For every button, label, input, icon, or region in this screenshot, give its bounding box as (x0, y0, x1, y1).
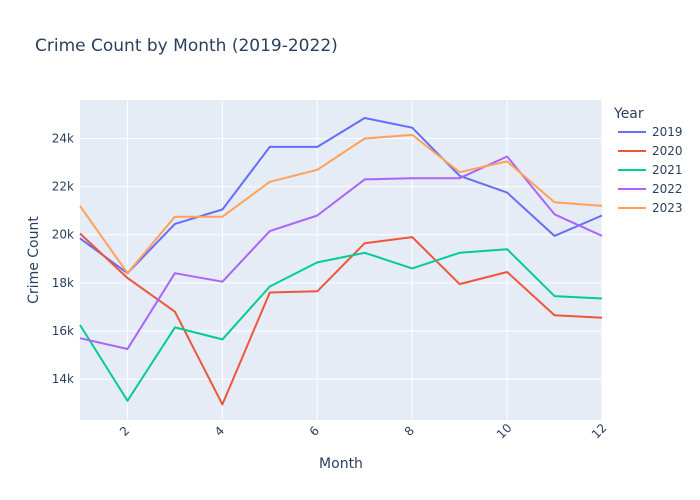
chart-title: Crime Count by Month (2019-2022) (35, 36, 338, 56)
legend-item-2023[interactable]: 2023 (618, 201, 683, 215)
y-tick-label: 20k (52, 228, 74, 242)
x-tick-label: 4 (212, 424, 227, 439)
series-line-2023[interactable] (79, 133, 603, 275)
series-line-2019[interactable] (79, 117, 603, 275)
legend-label: 2021 (652, 163, 683, 177)
legend-item-2020[interactable]: 2020 (618, 144, 683, 158)
y-tick-label: 14k (52, 372, 74, 386)
legend-label: 2020 (652, 144, 683, 158)
legend-label: 2022 (652, 182, 683, 196)
y-tick-label: 18k (52, 276, 74, 290)
legend-item-2019[interactable]: 2019 (618, 125, 683, 139)
legend-label: 2019 (652, 125, 683, 139)
x-tick-label: 2 (117, 424, 132, 439)
series-line-2022[interactable] (79, 155, 603, 350)
x-tick-label: 6 (307, 424, 322, 439)
legend-title: Year (613, 106, 644, 122)
plot-area (80, 100, 602, 420)
legend[interactable]: Year 2019 2020 2021 2022 2023 (613, 106, 683, 215)
x-tick-label: 8 (402, 424, 417, 439)
y-axis-title: Crime Count (26, 216, 42, 304)
y-axis-ticks: 14k 16k 18k 20k 22k 24k (52, 131, 74, 386)
x-tick-label: 12 (589, 421, 610, 442)
legend-item-2022[interactable]: 2022 (618, 182, 683, 196)
y-tick-label: 24k (52, 131, 74, 145)
y-tick-label: 16k (52, 324, 74, 338)
legend-label: 2023 (652, 201, 683, 215)
x-axis-title: Month (319, 456, 363, 472)
x-axis-ticks: 2 4 6 8 10 12 (117, 421, 610, 442)
legend-item-2021[interactable]: 2021 (618, 163, 683, 177)
series-line-2021[interactable] (79, 248, 603, 402)
x-tick-label: 10 (494, 421, 515, 442)
series-lines (79, 117, 603, 406)
series-line-2020[interactable] (79, 232, 603, 406)
gridlines (80, 100, 603, 420)
y-tick-label: 22k (52, 180, 74, 194)
